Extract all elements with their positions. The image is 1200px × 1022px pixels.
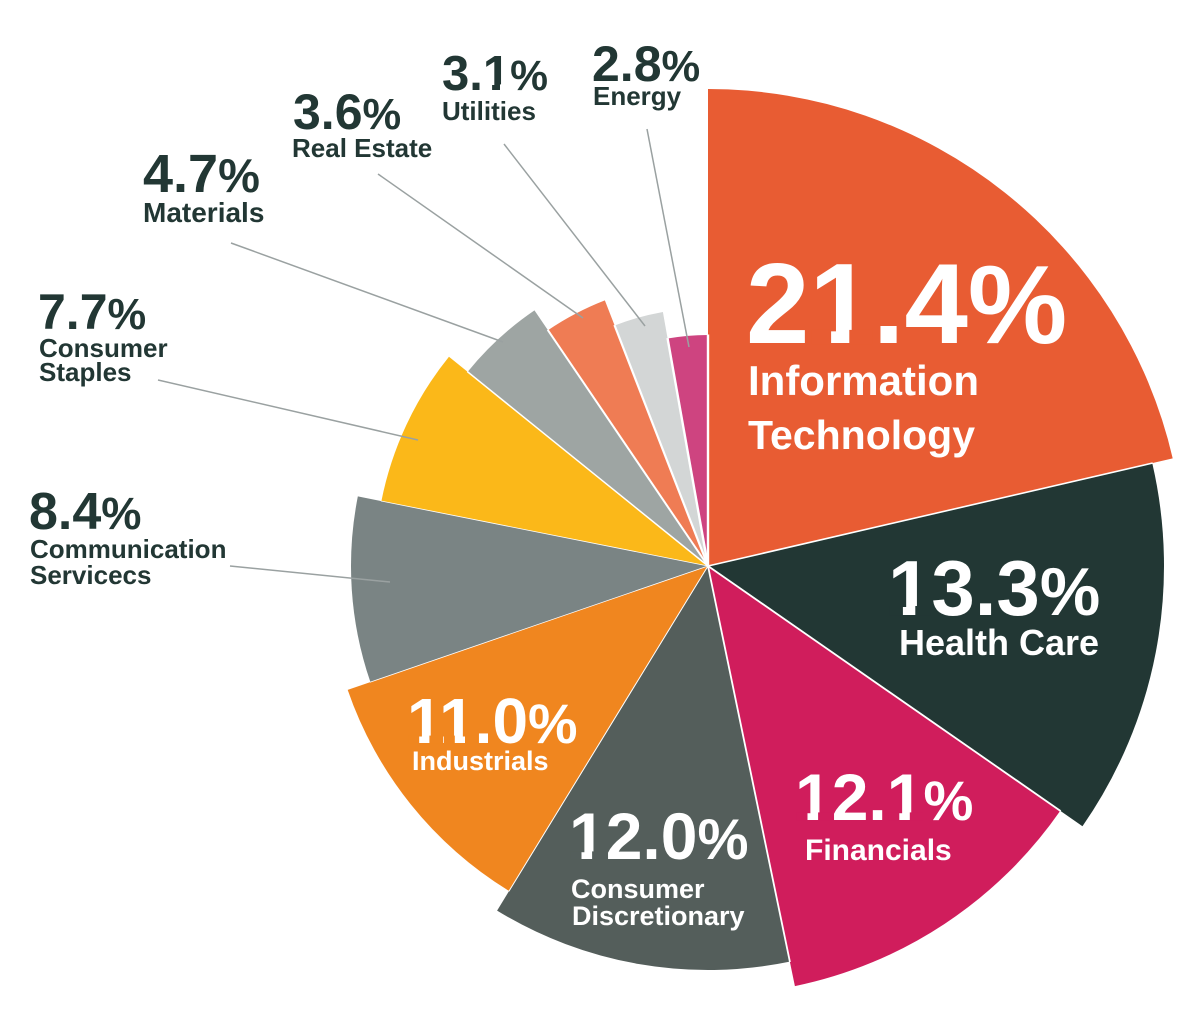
svg-text:11.0%: 11.0% <box>407 685 578 757</box>
svg-text:3.6%: 3.6% <box>293 84 401 140</box>
svg-text:Communication: Communication <box>30 534 226 564</box>
svg-text:Consumer: Consumer <box>571 874 705 904</box>
svg-text:Technology: Technology <box>748 412 975 458</box>
svg-text:Real Estate: Real Estate <box>292 133 432 163</box>
svg-text:Utilities: Utilities <box>442 96 536 126</box>
svg-text:12.0%: 12.0% <box>569 799 749 873</box>
svg-text:Energy: Energy <box>593 81 682 111</box>
svg-text:7.7%: 7.7% <box>38 284 146 340</box>
svg-text:Discretionary: Discretionary <box>572 901 745 931</box>
svg-text:21.4%: 21.4% <box>746 241 1067 368</box>
svg-text:Financials: Financials <box>805 834 952 867</box>
svg-text:3.1%: 3.1% <box>442 47 548 101</box>
svg-text:13.3%: 13.3% <box>888 544 1100 632</box>
svg-text:4.7%: 4.7% <box>143 144 260 204</box>
svg-text:Information: Information <box>748 357 979 404</box>
svg-text:8.4%: 8.4% <box>29 483 141 541</box>
svg-text:12.1%: 12.1% <box>795 760 973 834</box>
svg-text:Materials: Materials <box>143 197 264 228</box>
svg-text:Consumer: Consumer <box>39 333 168 363</box>
svg-text:Staples: Staples <box>39 357 132 387</box>
svg-text:Health Care: Health Care <box>899 622 1099 663</box>
svg-text:Industrials: Industrials <box>412 746 549 776</box>
svg-text:Servicecs: Servicecs <box>30 560 151 590</box>
svg-text:2.8%: 2.8% <box>592 36 700 92</box>
